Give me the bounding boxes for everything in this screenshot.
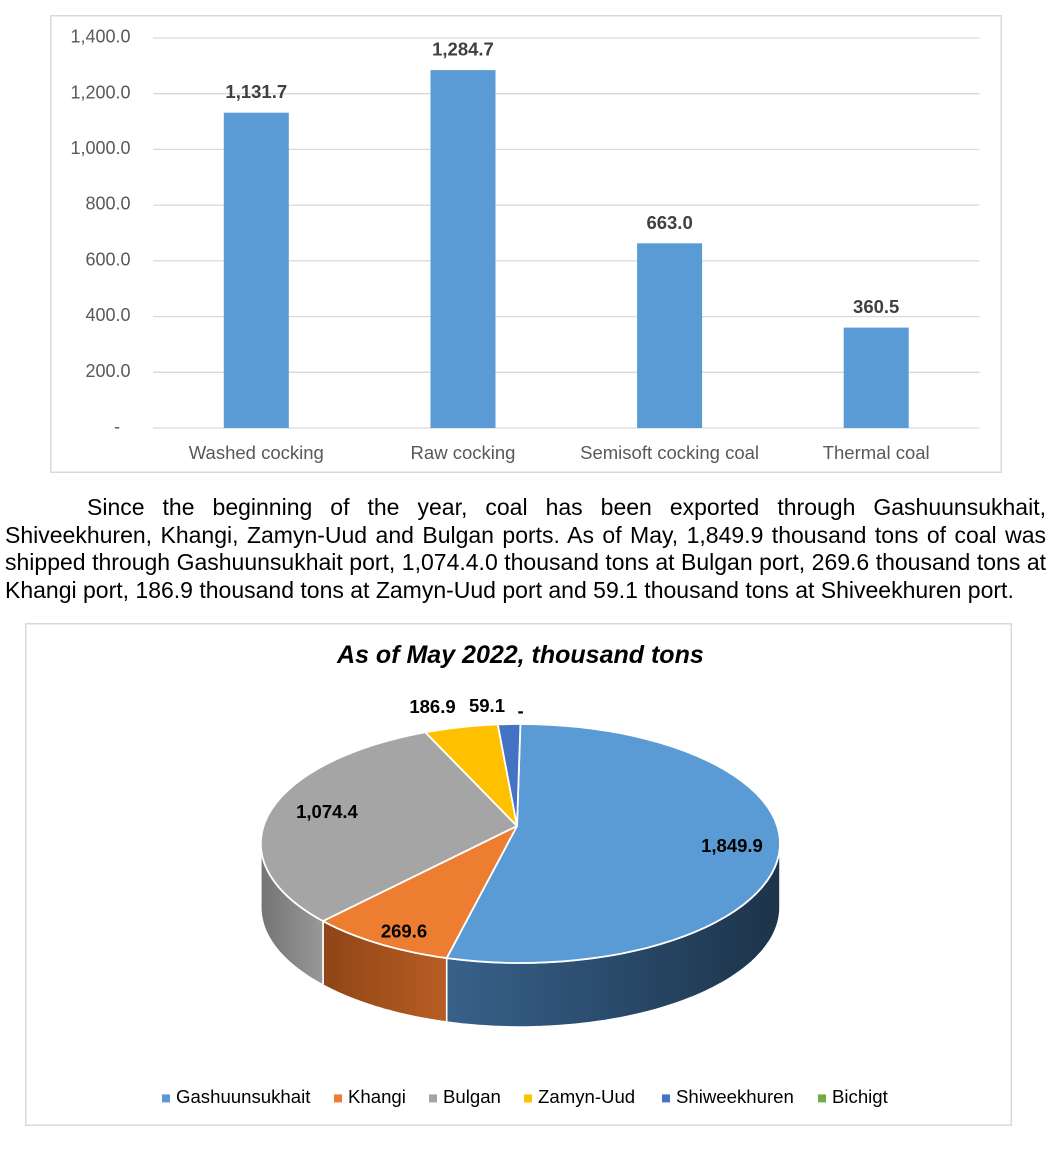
svg-text:1,131.7: 1,131.7	[225, 81, 287, 102]
svg-text:1,400.0: 1,400.0	[70, 27, 130, 47]
svg-text:Bulgan: Bulgan	[443, 1086, 501, 1107]
svg-text:Shiweekhuren: Shiweekhuren	[676, 1086, 794, 1107]
svg-text:Zamyn-Uud: Zamyn-Uud	[538, 1086, 635, 1107]
svg-text:200.0: 200.0	[85, 361, 130, 381]
svg-text:Thermal coal: Thermal coal	[823, 442, 930, 463]
svg-text:-: -	[114, 417, 120, 437]
svg-text:Bichigt: Bichigt	[832, 1086, 889, 1107]
svg-text:600.0: 600.0	[85, 250, 130, 270]
svg-text:Khangi: Khangi	[348, 1086, 406, 1107]
svg-text:1,849.9: 1,849.9	[701, 835, 763, 856]
svg-text:Washed cocking: Washed cocking	[189, 442, 324, 463]
svg-text:269.6: 269.6	[381, 921, 427, 942]
svg-text:-: -	[518, 700, 524, 721]
svg-text:360.5: 360.5	[853, 296, 899, 317]
svg-text:1,000.0: 1,000.0	[70, 138, 130, 158]
svg-text:1,284.7: 1,284.7	[432, 39, 494, 60]
svg-text:800.0: 800.0	[85, 194, 130, 214]
svg-text:Raw cocking: Raw cocking	[411, 442, 516, 463]
svg-text:1,200.0: 1,200.0	[70, 82, 130, 102]
svg-text:As of May 2022, thousand tons: As of May 2022, thousand tons	[336, 641, 704, 669]
svg-text:663.0: 663.0	[646, 212, 692, 233]
svg-text:59.1: 59.1	[469, 695, 505, 716]
svg-text:Gashuunsukhait: Gashuunsukhait	[176, 1086, 311, 1107]
svg-text:400.0: 400.0	[85, 305, 130, 325]
svg-text:186.9: 186.9	[409, 696, 455, 717]
svg-text:Semisoft cocking coal: Semisoft cocking coal	[580, 442, 759, 463]
svg-text:1,074.4: 1,074.4	[296, 801, 358, 822]
